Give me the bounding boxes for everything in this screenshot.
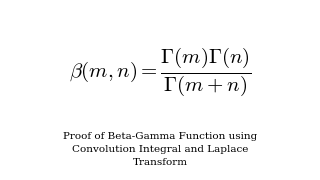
Text: Proof of Beta-Gamma Function using
Convolution Integral and Laplace
Transform: Proof of Beta-Gamma Function using Convo…: [63, 132, 257, 167]
Text: $\beta(m, n) = \dfrac{\Gamma(m)\Gamma(n)}{\Gamma(m+n)}$: $\beta(m, n) = \dfrac{\Gamma(m)\Gamma(n)…: [68, 46, 252, 98]
